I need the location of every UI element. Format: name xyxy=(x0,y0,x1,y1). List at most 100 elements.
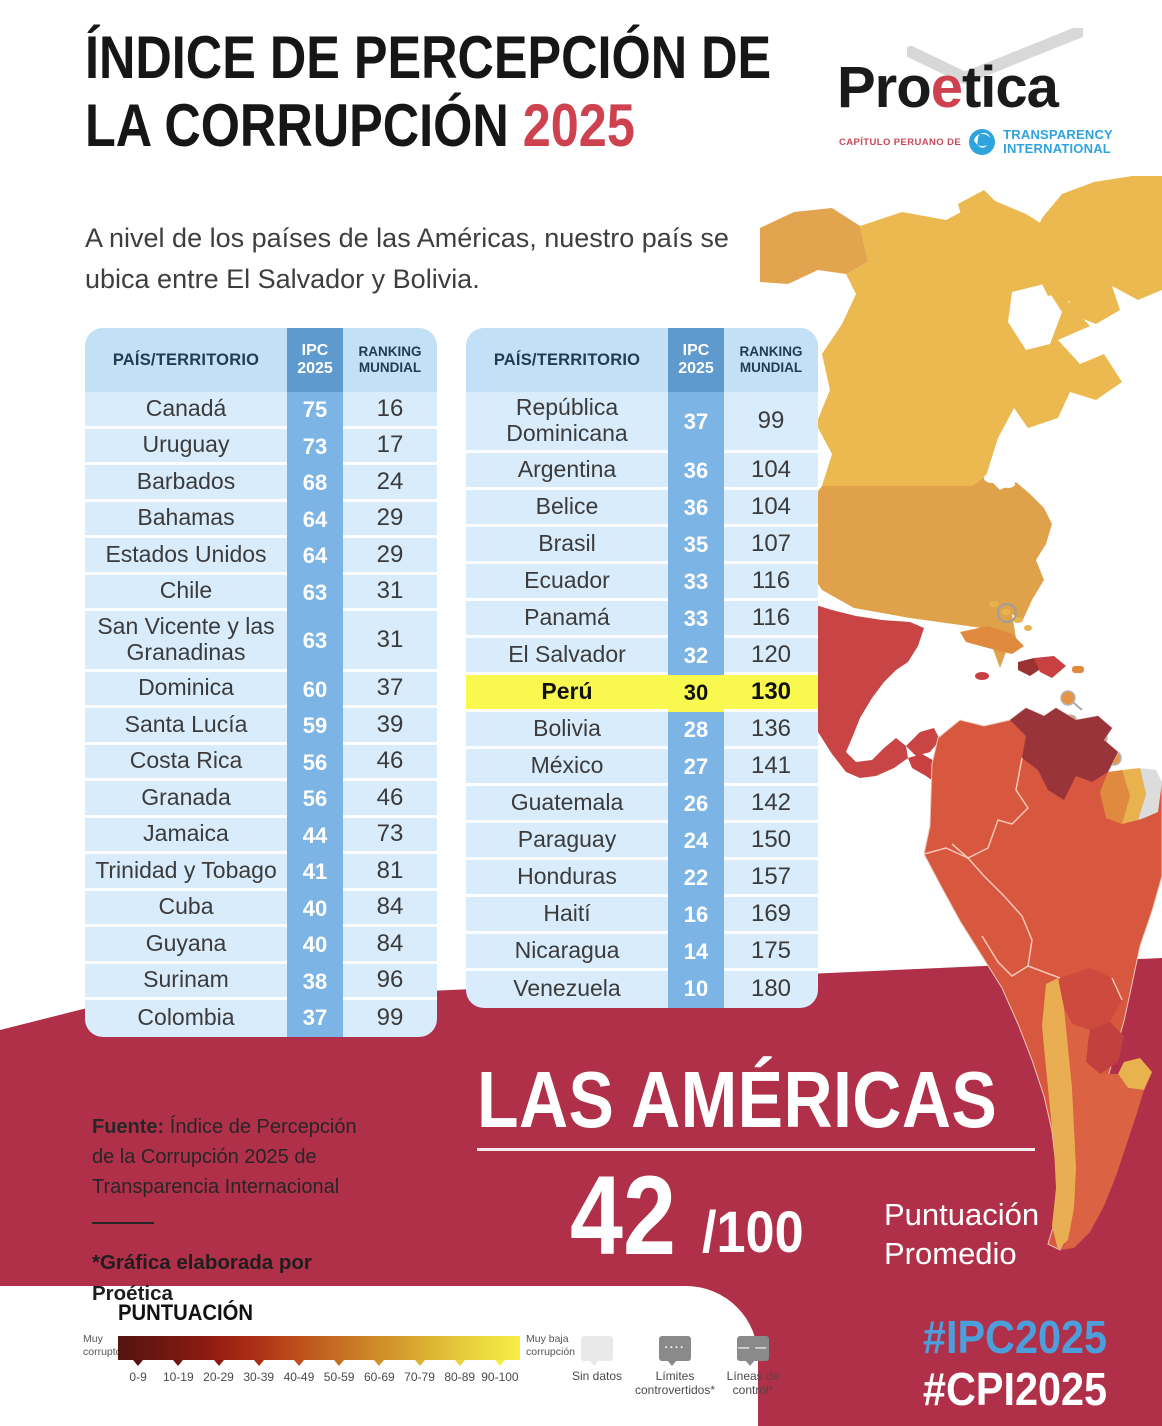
scale-tick: 70-79 xyxy=(404,1370,435,1384)
scale-tick: 60-69 xyxy=(363,1370,395,1384)
country-cell: Haití xyxy=(466,897,668,934)
table-row: Chile 63 31 xyxy=(85,575,437,611)
country-cell: Panamá xyxy=(466,601,668,638)
checkmark-icon xyxy=(907,28,1083,84)
country-cell: Brasil xyxy=(466,527,668,564)
table-body: República Dominicana 37 99 Argentina 36 … xyxy=(466,392,818,1008)
map-country-borders xyxy=(923,757,1123,1001)
title-year: 2025 xyxy=(522,91,635,159)
hashtag-cpi2025: #CPI2025 xyxy=(922,1363,1108,1415)
map-bahamas-island xyxy=(1024,625,1032,631)
scale-tick-labels: 0-9 10-19 20-29 30-39 40-49 50-59 60-69 70-79 80… xyxy=(118,1370,520,1384)
title-line2: LA CORRUPCIÓN 2025 xyxy=(85,91,635,159)
legend-title: PUNTUACIÓN xyxy=(118,1300,253,1325)
map-puerto-rico xyxy=(1072,666,1084,673)
world-rank-cell: 16 xyxy=(343,392,437,429)
map-great-lake xyxy=(984,473,1000,483)
ipc-score-cell: 75 xyxy=(302,397,328,423)
world-rank-cell: 31 xyxy=(343,575,437,611)
world-rank-cell: 73 xyxy=(343,818,437,854)
ipc-score-cell: 30 xyxy=(683,680,709,705)
map-arctic-island xyxy=(1004,218,1040,248)
table-row: Colombia 37 99 xyxy=(85,1000,437,1037)
table-row: Granada 56 46 xyxy=(85,781,437,818)
world-rank-cell: 157 xyxy=(724,860,818,897)
table-row: Brasil 35 107 xyxy=(466,527,818,564)
ipc-score-cell: 68 xyxy=(302,470,328,496)
ipc-score-cell: 24 xyxy=(683,828,709,853)
country-cell: Barbados xyxy=(85,465,287,502)
table-row: Argentina 36 104 xyxy=(466,453,818,490)
country-cell: Perú xyxy=(466,675,668,712)
map-hudson-bay xyxy=(1008,284,1062,350)
dotted-border-swatch: ···· xyxy=(659,1336,691,1366)
legend-item-disputed-borders: ···· Límites controvertidos* xyxy=(635,1336,715,1398)
world-rank-cell: 150 xyxy=(724,823,818,860)
table-row: Guatemala 26 142 xyxy=(466,786,818,823)
source-label: Fuente: xyxy=(92,1116,165,1138)
scale-tick: 10-19 xyxy=(162,1370,194,1384)
map-country-alaska xyxy=(760,208,868,284)
legend-item-no-data: Sin datos xyxy=(566,1336,628,1398)
ipc-score-cell: 33 xyxy=(683,606,709,631)
ranking-table-right: PAÍS/TERRITORIO IPC 2025 RANKING MUNDIAL R… xyxy=(466,328,818,1008)
table-row: República Dominicana 37 99 xyxy=(466,392,818,453)
ipc-score-cell: 40 xyxy=(302,895,328,921)
country-cell: Cuba xyxy=(85,891,287,927)
map-country-cuba xyxy=(960,626,1024,654)
source-text: Fuente: Índice de Percepción de la Corru… xyxy=(92,1116,357,1198)
map-country-venezuela xyxy=(1010,708,1118,800)
country-cell: Paraguay xyxy=(466,823,668,860)
world-rank-cell: 39 xyxy=(343,708,437,745)
country-cell: Santa Lucía xyxy=(85,708,287,745)
map-region-north-america xyxy=(760,176,1162,668)
world-rank-cell: 120 xyxy=(724,638,818,675)
country-cell: Bahamas xyxy=(85,502,287,538)
scale-tick: 0-9 xyxy=(129,1370,147,1384)
table-row: Santa Lucía 59 39 xyxy=(85,708,437,745)
score-scale-bar xyxy=(118,1336,520,1360)
table-header: PAÍS/TERRITORIO IPC 2025 RANKING MUNDIAL xyxy=(466,328,818,392)
country-cell: Jamaica xyxy=(85,818,287,854)
world-rank-cell: 84 xyxy=(343,927,437,964)
score-label: Puntuación Promedio xyxy=(884,1197,1040,1271)
country-cell: Guatemala xyxy=(466,786,668,823)
legend-item-control-lines: — — Líneas de control* xyxy=(722,1336,784,1398)
world-rank-cell: 141 xyxy=(724,749,818,786)
column-header-ranking: RANKING MUNDIAL xyxy=(358,344,422,375)
ipc-score-cell: 59 xyxy=(302,713,328,739)
map-french-guiana xyxy=(1138,768,1162,820)
country-cell: Colombia xyxy=(137,1004,235,1031)
map-arctic-island xyxy=(1060,204,1096,232)
ipc-score-cell: 64 xyxy=(302,506,328,532)
ipc-score-cell: 36 xyxy=(683,458,709,483)
world-rank-cell: 169 xyxy=(724,897,818,934)
map-island-marker-ring xyxy=(997,603,1017,623)
scale-high-label: Muy baja corrupción xyxy=(526,1333,576,1359)
column-header-ipc: IPC 2025 xyxy=(287,328,343,392)
map-legend-items: Sin datos ···· Límites controvertidos* — … xyxy=(566,1336,784,1398)
map-country-guyana xyxy=(1100,770,1130,824)
source-note: Fuente: Índice de Percepción de la Corru… xyxy=(92,1112,367,1310)
world-rank-cell: 99 xyxy=(376,1004,404,1032)
ipc-score-cell: 36 xyxy=(683,495,709,520)
country-cell: Costa Rica xyxy=(85,745,287,781)
world-rank-cell: 130 xyxy=(724,675,818,712)
ipc-score-cell: 63 xyxy=(302,628,328,654)
country-cell: Venezuela xyxy=(513,975,621,1002)
country-cell: Trinidad y Tobago xyxy=(85,854,287,891)
table-row: Dominica 60 37 xyxy=(85,672,437,708)
legend-item-label: Límites controvertidos* xyxy=(634,1369,716,1398)
ipc-score-cell: 38 xyxy=(302,968,328,994)
map-arctic-island xyxy=(988,252,1016,274)
world-rank-cell: 104 xyxy=(724,490,818,527)
world-rank-cell: 29 xyxy=(343,538,437,575)
table-row: Cuba 40 84 xyxy=(85,891,437,927)
chapter-label: CAPÍTULO PERUANO DE xyxy=(839,136,962,148)
map-region-south-america xyxy=(923,707,1162,1251)
world-rank-cell: 107 xyxy=(724,527,818,564)
title-line1: ÍNDICE DE PERCEPCIÓN DE xyxy=(85,24,772,91)
country-cell: México xyxy=(466,749,668,786)
table-row: Ecuador 33 116 xyxy=(466,564,818,601)
